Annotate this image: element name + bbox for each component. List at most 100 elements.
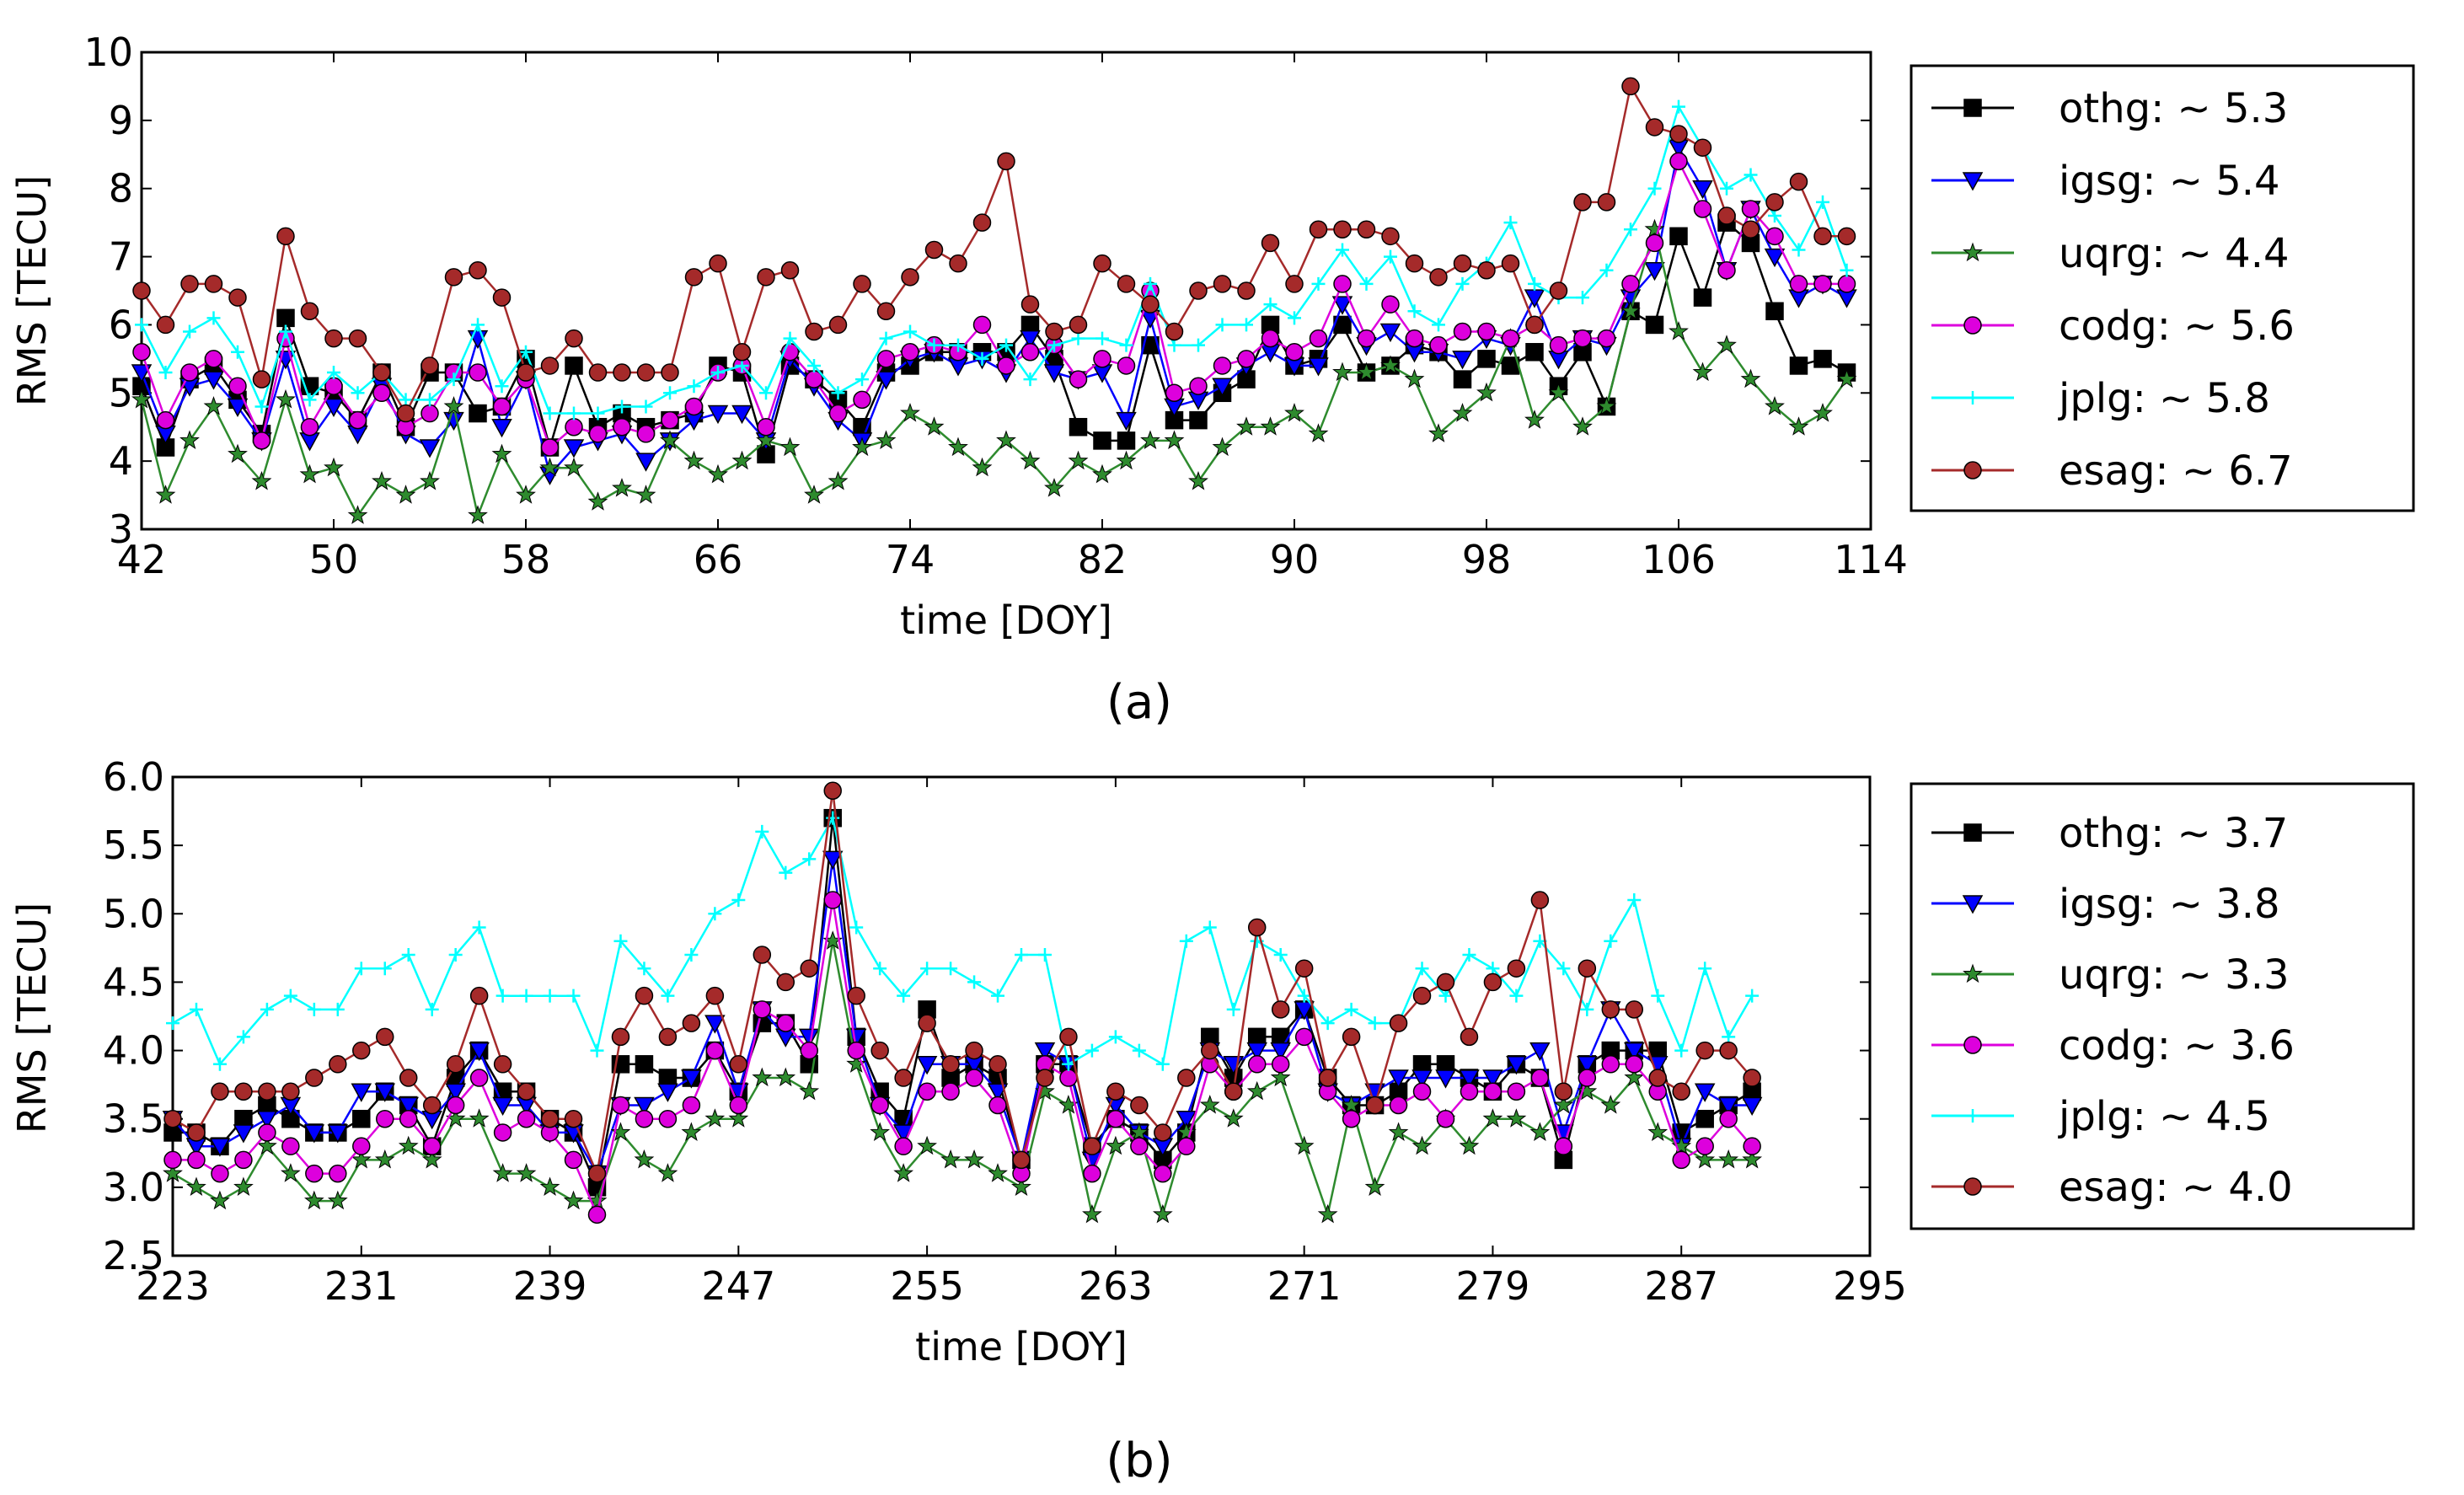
panel-b-point-codg [493,1123,512,1142]
panel-b-point-jplg [1462,947,1476,962]
panel-b-point-esag [1625,1000,1644,1019]
panel-b-point-codg [753,1000,772,1019]
panel-a-point-codg [828,404,848,423]
panel-b-point-codg [1059,1069,1078,1087]
panel-a-point-jplg [1288,311,1301,325]
panel-a-point-esag [588,363,608,382]
panel-b-point-uqrg [233,1176,254,1196]
panel-a-label: (a) [1106,675,1172,730]
panel-a-point-esag [1645,118,1664,137]
panel-b-point-uqrg [492,1163,513,1182]
panel-a-axis-ticks: 42 50 58 66 74 82 90 98 106 114 3 4 5 6 7 8 9 10 [83,29,1907,582]
panel-a-legend-marker-jplg [1966,391,1979,405]
panel-a-point-uqrg [1020,450,1041,470]
panel-a-point-uqrg [924,416,945,436]
panel-a-point-uqrg [1236,416,1256,436]
panel-a-chart: 42 50 58 66 74 82 90 98 106 114 3 4 5 6 7 8 9 10 time [DO… [9,29,2415,730]
panel-a-point-esag [1597,193,1616,212]
panel-a-point-esag [805,322,823,341]
panel-b-legend-label-jplg: jplg: ~ 4.5 [2058,1093,2270,1140]
panel-a-point-uqrg [708,464,728,484]
panel-b-point-jplg [401,947,415,962]
panel-a-legend-label-codg: codg: ~ 5.6 [2059,303,2295,350]
panel-b-point-uqrg [163,1163,183,1182]
panel-a-point-codg [661,410,679,430]
panel-b-ytick-label: 4.5 [103,959,164,1005]
panel-a-point-esag [1381,227,1400,246]
panel-a-point-jplg [1455,276,1470,291]
panel-b-point-uqrg [870,1122,891,1142]
panel-b-ytick-label: 3.5 [103,1096,164,1142]
panel-a-point-uqrg [1452,402,1473,422]
panel-a-point-uqrg [828,470,849,490]
panel-b-xtick-label: 247 [701,1263,775,1309]
panel-a-point-esag [444,268,463,287]
panel-b-point-codg [918,1082,936,1101]
panel-a-point-uqrg [1164,430,1185,449]
panel-b-legend-marker-igsg [1962,895,1984,914]
panel-b-point-uqrg [398,1135,419,1155]
panel-b-point-codg [1106,1109,1125,1128]
panel-b-point-uqrg [1294,1135,1315,1155]
panel-b-point-uqrg [799,1080,820,1101]
panel-a-point-uqrg [251,470,272,490]
panel-b-point-esag [1036,1069,1054,1087]
panel-b-point-codg [399,1109,418,1128]
panel-b-point-uqrg [1600,1095,1621,1114]
panel-a-point-uqrg [1813,402,1833,422]
panel-b-point-uqrg [1152,1203,1173,1224]
panel-a-point-jplg [351,386,365,400]
panel-a-point-esag [901,268,919,287]
panel-a-xtick-label: 98 [1462,537,1512,582]
panel-a-point-uqrg [1092,464,1112,484]
panel-b-point-esag [1154,1123,1172,1142]
panel-b-line-othg [173,817,1753,1192]
panel-b-point-esag [988,1055,1007,1074]
panel-a-point-jplg [1792,243,1806,257]
panel-a-ytick-label: 3 [109,506,133,552]
panel-b-point-jplg [1344,1002,1358,1016]
panel-b-legend-label-uqrg: uqrg: ~ 3.3 [2059,951,2290,999]
panel-b-point-jplg [260,1002,274,1016]
panel-b-point-igsg [445,1083,466,1102]
panel-a-ytick-label: 7 [109,234,133,280]
panel-a-point-othg [1765,302,1784,321]
panel-a-point-igsg [419,439,441,458]
panel-a-legend-marker-codg [1963,316,1982,335]
panel-a-point-othg [276,308,295,328]
panel-b-xtick-label: 231 [324,1263,399,1309]
panel-a-point-codg [1381,295,1400,313]
panel-a-point-jplg [879,331,893,346]
panel-b-point-igsg [209,1138,231,1157]
panel-b-point-uqrg [940,1149,961,1169]
panel-b-point-igsg [681,1069,702,1089]
panel-b-point-jplg [637,962,651,976]
panel-b-point-codg [1554,1137,1573,1155]
panel-a-point-codg [1621,275,1640,293]
panel-a-point-igsg [731,405,753,425]
panel-a-point-esag [156,315,175,335]
panel-a-point-igsg [1379,323,1401,343]
panel-b-point-uqrg [1506,1108,1527,1128]
panel-a-point-uqrg [876,430,897,449]
panel-a-point-igsg [1331,296,1353,315]
panel-b-point-codg [988,1096,1007,1115]
panel-a-point-uqrg [1620,300,1641,320]
panel-a-line-esag [140,83,1847,416]
panel-b-point-codg [965,1069,983,1087]
panel-a-point-igsg [1452,351,1473,370]
panel-a-point-jplg [1840,263,1854,277]
panel-a-point-igsg [1644,261,1665,281]
panel-a-point-jplg [1672,99,1685,114]
panel-a-point-codg [1020,343,1040,362]
panel-a-point-codg [1357,329,1376,348]
panel-a-point-jplg [927,338,941,352]
panel-a-point-codg [613,417,631,437]
panel-a-point-codg [469,363,487,382]
panel-a-point-jplg [1263,297,1278,312]
panel-b-point-jplg [1604,934,1618,948]
panel-b-point-igsg [1459,1069,1480,1089]
panel-a-xtick-label: 66 [694,537,743,582]
panel-b-legend-marker-uqrg [1963,963,1983,983]
panel-b-point-jplg [354,962,368,976]
